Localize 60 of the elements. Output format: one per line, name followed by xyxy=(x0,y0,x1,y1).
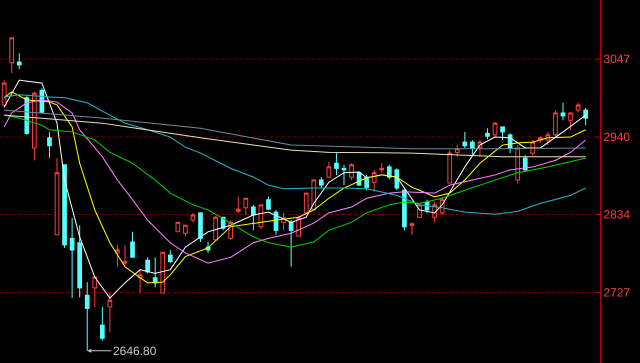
candlestick xyxy=(160,252,166,294)
candlestick xyxy=(274,209,278,236)
candlestick xyxy=(16,52,22,70)
candlestick xyxy=(54,158,60,236)
candlestick xyxy=(553,110,558,138)
candlestick xyxy=(47,131,52,159)
candlestick xyxy=(115,244,120,268)
y-tick-label: 2940 xyxy=(603,130,630,144)
candlestick xyxy=(236,196,241,214)
annotation: 2646.80 xyxy=(113,344,157,358)
line-series xyxy=(4,94,586,215)
candlestick xyxy=(402,188,407,231)
candlestick xyxy=(462,131,468,148)
candlestick xyxy=(304,192,309,214)
candlestick xyxy=(183,224,188,237)
candlestick xyxy=(560,102,566,121)
candlestick xyxy=(145,256,150,274)
candlestick xyxy=(410,222,414,236)
candlestick xyxy=(9,37,14,74)
candlestick xyxy=(342,164,346,186)
candlestick xyxy=(130,231,135,258)
candlestick xyxy=(190,212,196,223)
candlestick xyxy=(108,292,112,333)
candlestick xyxy=(288,220,294,268)
candlestick xyxy=(492,121,498,138)
candlestick xyxy=(198,212,203,242)
candlestick xyxy=(62,164,67,248)
candlestick xyxy=(168,250,173,264)
candlestick xyxy=(470,139,475,156)
candlestick xyxy=(326,161,332,178)
candlestick xyxy=(70,217,74,299)
candlestick xyxy=(576,102,580,113)
candlestick xyxy=(266,196,271,210)
candlestick xyxy=(92,276,98,308)
candlestick xyxy=(372,169,377,192)
candlestick xyxy=(77,224,82,298)
line-series xyxy=(4,110,586,150)
candlestick xyxy=(258,204,264,230)
candlestick xyxy=(243,198,248,216)
y-tick-label: 2727 xyxy=(603,286,630,300)
candlestick xyxy=(84,282,90,352)
candlestick xyxy=(349,162,354,181)
candlestick xyxy=(379,162,384,174)
y-tick-label: 2834 xyxy=(603,208,630,222)
candlestick xyxy=(251,204,256,231)
candlestick xyxy=(568,112,573,130)
candlestick xyxy=(485,128,490,140)
candlestick xyxy=(138,269,142,294)
candlestick xyxy=(318,176,324,189)
candlestick xyxy=(176,222,180,232)
y-tick-label: 3047 xyxy=(603,52,630,66)
line-series xyxy=(4,114,586,248)
candlestick xyxy=(447,150,452,184)
candlestick xyxy=(334,152,339,176)
candlestick xyxy=(583,107,588,126)
candlestick xyxy=(100,306,105,341)
candlestick xyxy=(500,126,505,140)
line-series xyxy=(4,114,586,158)
candlestick xyxy=(152,256,158,288)
candlestick xyxy=(122,244,128,266)
